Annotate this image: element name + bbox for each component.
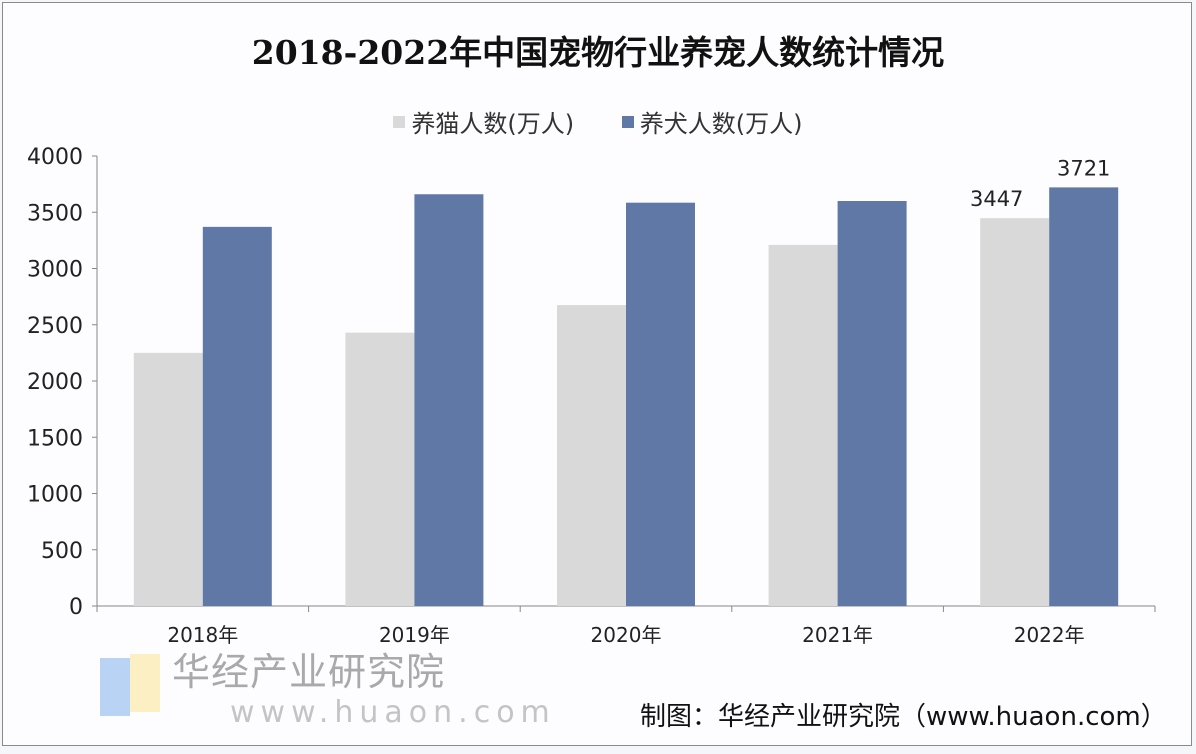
bar-cat	[768, 244, 838, 606]
bar-cat	[133, 352, 203, 606]
bar-cat	[345, 332, 415, 606]
y-tick-label: 0	[69, 595, 83, 620]
y-tick-label: 500	[41, 539, 83, 564]
legend-swatch-dog	[621, 115, 634, 128]
data-label: 3447	[970, 187, 1023, 211]
bar-dog	[626, 202, 695, 606]
y-tick-label: 4000	[27, 145, 83, 170]
y-tick-label: 1500	[27, 426, 83, 451]
y-tick-label: 2000	[27, 370, 83, 395]
y-tick-label: 1000	[27, 483, 83, 508]
bar-cat	[557, 305, 626, 606]
bar-dog	[837, 201, 907, 606]
x-tick-label: 2018年	[167, 623, 238, 647]
legend-item-cat: 养猫人数(万人)	[393, 104, 574, 139]
legend-label-dog: 养犬人数(万人)	[639, 110, 803, 138]
chart-title: 2018-2022年中国宠物行业养宠人数统计情况	[251, 33, 945, 72]
x-tick-label: 2021年	[802, 623, 873, 647]
legend-item-dog: 养犬人数(万人)	[621, 104, 803, 139]
bar-dog	[1049, 187, 1119, 606]
legend: 养猫人数(万人) 养犬人数(万人)	[0, 104, 1196, 139]
y-tick-label: 2500	[27, 314, 83, 339]
bar-dog	[202, 226, 272, 606]
x-tick-label: 2020年	[591, 623, 662, 647]
y-tick-label: 3000	[27, 258, 83, 283]
x-tick-label: 2022年	[1014, 623, 1085, 647]
data-label: 3721	[1057, 156, 1110, 180]
legend-swatch-cat	[393, 115, 406, 128]
source-note: 制图：华经产业研究院（www.huaon.com）	[640, 702, 1167, 732]
legend-label-cat: 养猫人数(万人)	[411, 110, 575, 138]
bar-cat	[980, 218, 1050, 606]
bar-dog	[414, 194, 484, 606]
y-tick-label: 3500	[27, 201, 83, 226]
x-tick-label: 2019年	[379, 623, 450, 647]
